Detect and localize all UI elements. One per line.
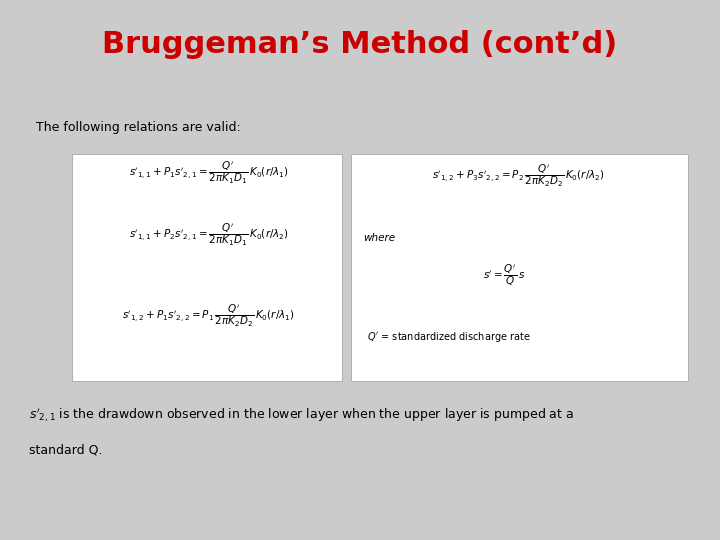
Text: The following relations are valid:: The following relations are valid: (36, 122, 240, 134)
FancyBboxPatch shape (72, 154, 342, 381)
Text: standard Q.: standard Q. (29, 444, 102, 457)
FancyBboxPatch shape (351, 154, 688, 381)
Text: $s'_{1,1} + P_2 s'_{2,1} = \dfrac{Q'}{2\pi K_1 D_1}\, K_0(r/\lambda_2)$: $s'_{1,1} + P_2 s'_{2,1} = \dfrac{Q'}{2\… (129, 222, 289, 248)
Text: Bruggeman’s Method (cont’d): Bruggeman’s Method (cont’d) (102, 30, 618, 59)
Text: where: where (364, 233, 396, 242)
Text: $s' = \dfrac{Q'}{Q}\, s$: $s' = \dfrac{Q'}{Q}\, s$ (483, 262, 525, 288)
Text: $Q'$ = standardized discharge rate: $Q'$ = standardized discharge rate (367, 330, 531, 345)
Text: $s'_{1,1} + P_1 s'_{2,1} = \dfrac{Q'}{2\pi K_1 D_1}\, K_0(r/\lambda_1)$: $s'_{1,1} + P_1 s'_{2,1} = \dfrac{Q'}{2\… (129, 160, 289, 186)
Text: $s'_{1,2} + P_3 s'_{2,2} = P_2\, \dfrac{Q'}{2\pi K_2 D_2}\, K_0(r/\lambda_2)$: $s'_{1,2} + P_3 s'_{2,2} = P_2\, \dfrac{… (432, 163, 605, 188)
Text: $s'_{1,2} + P_1 s'_{2,2} = P_1\, \dfrac{Q'}{2\pi K_2 D_2}\, K_0(r/\lambda_1)$: $s'_{1,2} + P_1 s'_{2,2} = P_1\, \dfrac{… (122, 303, 295, 329)
Text: $s'_{2,1}$ is the drawdown observed in the lower layer when the upper layer is p: $s'_{2,1}$ is the drawdown observed in t… (29, 406, 574, 424)
